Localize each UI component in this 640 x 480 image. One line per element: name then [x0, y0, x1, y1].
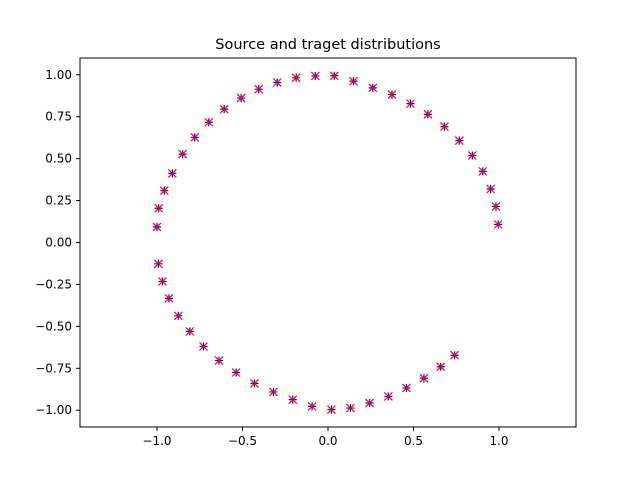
- data-points: [153, 72, 502, 414]
- y-tick-label: 0.25: [45, 194, 72, 208]
- y-tick-label: 0.50: [45, 152, 72, 166]
- x-tick-label: −1.0: [142, 434, 171, 448]
- series-plus-markers: [153, 72, 502, 414]
- y-tick-label: 0.75: [45, 110, 72, 124]
- y-tick-label: −0.50: [35, 319, 72, 333]
- x-tick-label: 1.0: [489, 434, 508, 448]
- y-tick-label: 0.00: [45, 236, 72, 250]
- y-tick-label: −1.00: [35, 403, 72, 417]
- y-tick-label: −0.25: [35, 277, 72, 291]
- y-tick-label: 1.00: [45, 68, 72, 82]
- x-tick-label: 0.5: [404, 434, 423, 448]
- series-x-markers: [153, 72, 502, 414]
- y-tick-label: −0.75: [35, 361, 72, 375]
- x-tick-label: −0.5: [228, 434, 257, 448]
- plot-frame: [80, 58, 576, 427]
- x-tick-label: 0.0: [318, 434, 337, 448]
- chart-title: Source and traget distributions: [215, 37, 440, 53]
